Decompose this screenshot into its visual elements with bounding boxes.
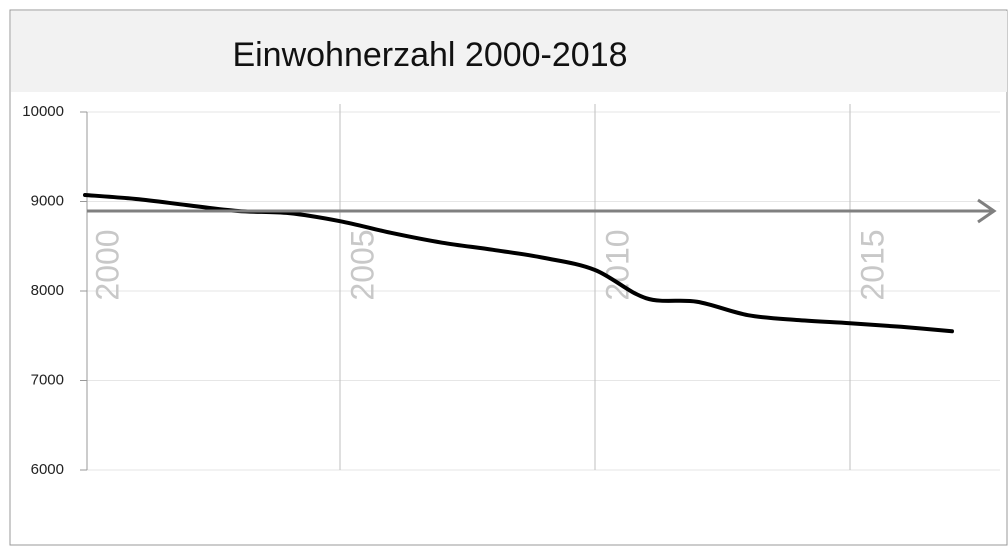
chart-title: Einwohnerzahl 2000-2018 (232, 36, 627, 74)
frame (9, 9, 1008, 546)
title-band (11, 11, 1007, 92)
x-tick-label: 2005 (344, 229, 380, 300)
arrow-head (977, 198, 997, 224)
x-tick-label: 2000 (89, 229, 125, 300)
y-tick-label: 7000 (31, 371, 64, 388)
y-tick-label: 6000 (31, 461, 64, 478)
x-tick-label: 2015 (854, 229, 890, 300)
y-tick-label: 8000 (31, 282, 64, 299)
y-tick-label: 10000 (22, 103, 64, 120)
y-tick-label: 9000 (31, 192, 64, 209)
